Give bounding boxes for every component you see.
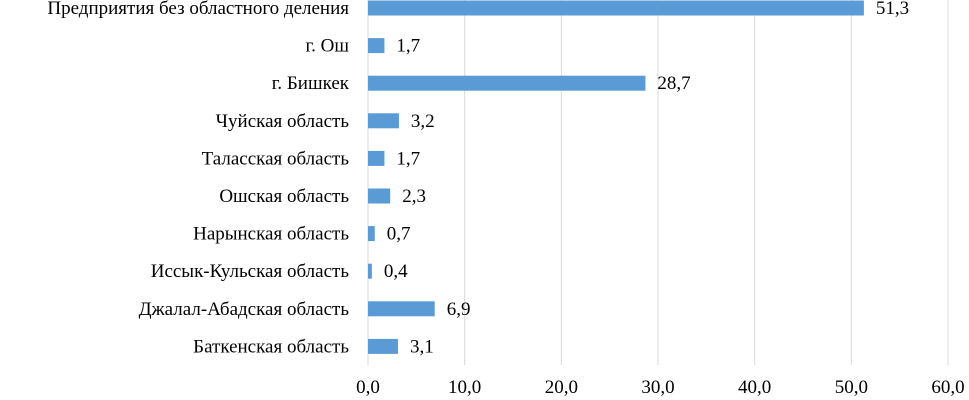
category-label: Предприятия без областного деления xyxy=(47,0,349,19)
category-label: Ошская область xyxy=(219,186,349,207)
bar xyxy=(368,38,385,54)
x-tick-label: 10,0 xyxy=(448,377,481,398)
category-label: Джалал-Абадская область xyxy=(139,299,350,320)
value-label: 3,1 xyxy=(410,336,434,357)
category-label: Нарынская область xyxy=(193,224,349,245)
value-label: 3,2 xyxy=(411,111,435,132)
category-label: Иссык-Кульская область xyxy=(151,261,350,282)
x-tick-label: 20,0 xyxy=(545,377,578,398)
bar xyxy=(368,338,398,354)
value-label: 28,7 xyxy=(657,73,690,94)
category-label: Таласская область xyxy=(202,148,350,169)
x-tick-label: 60,0 xyxy=(931,377,964,398)
category-label: г. Бишкек xyxy=(272,73,350,94)
bar xyxy=(368,75,646,91)
bar xyxy=(368,263,372,279)
value-label: 2,3 xyxy=(402,186,426,207)
bar xyxy=(368,150,385,166)
value-label: 6,9 xyxy=(447,299,471,320)
bars xyxy=(368,0,864,354)
value-label: 0,4 xyxy=(384,261,408,282)
bar xyxy=(368,188,391,204)
gridlines xyxy=(367,0,949,365)
category-label: Баткенская область xyxy=(193,336,349,357)
x-tick-label: 30,0 xyxy=(641,377,674,398)
category-labels: Предприятия без областного деления г. Ош г… xyxy=(47,0,349,357)
bar xyxy=(368,113,399,129)
value-label: 51,3 xyxy=(876,0,909,19)
bar xyxy=(368,301,435,317)
x-axis-tick-labels: 0,0 10,0 20,0 30,0 40,0 50,0 60,0 xyxy=(356,377,965,398)
bar xyxy=(368,0,864,16)
category-label: г. Ош xyxy=(305,36,349,57)
x-tick-label: 50,0 xyxy=(835,377,868,398)
value-label: 1,7 xyxy=(396,148,420,169)
value-label: 0,7 xyxy=(387,224,411,245)
value-labels: 51,3 1,7 28,7 3,2 1,7 2,3 0,7 0,4 6,9 3,1 xyxy=(384,0,909,357)
x-tick-label: 40,0 xyxy=(738,377,771,398)
bar xyxy=(368,226,375,242)
category-label: Чуйская область xyxy=(216,111,350,132)
value-label: 1,7 xyxy=(396,36,420,57)
x-tick-label: 0,0 xyxy=(356,377,380,398)
